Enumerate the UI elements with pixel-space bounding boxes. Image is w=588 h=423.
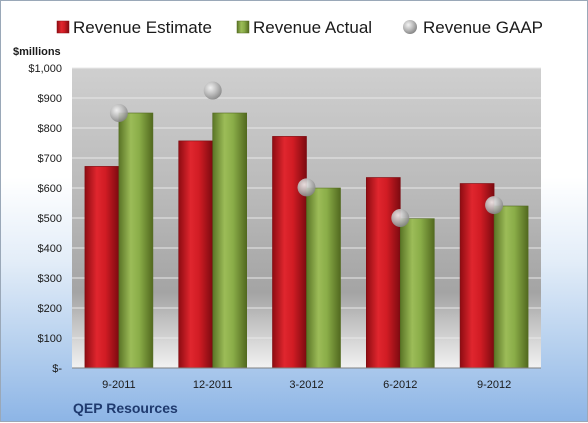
x-axis-ticks: 9-2011 12-2011 3-2012 6-2012 9-2012 (102, 379, 511, 391)
legend-swatch-revenue-estimate (56, 20, 70, 34)
bar-revenue-estimate (84, 166, 120, 369)
marker-revenue-gaap (391, 209, 410, 227)
bar-revenue-estimate (272, 136, 307, 369)
y-tick-label: $1,000 (28, 63, 62, 75)
bar-revenue-actual (399, 218, 435, 369)
bar-revenue-estimate (178, 140, 213, 369)
x-tick-label: 3-2012 (289, 379, 323, 391)
bar-revenue-estimate (365, 177, 401, 369)
bar-revenue-actual (212, 112, 247, 369)
legend-label-revenue-estimate: Revenue Estimate (73, 18, 212, 37)
x-tick-label: 6-2012 (383, 379, 417, 391)
y-tick-label: $900 (38, 93, 62, 105)
x-tick-label: 12-2011 (193, 379, 233, 391)
marker-revenue-gaap (297, 178, 316, 197)
marker-revenue-gaap (485, 196, 504, 215)
marker-revenue-gaap (203, 81, 222, 100)
y-tick-label: $500 (38, 213, 62, 225)
gaap-markers (109, 81, 504, 227)
bars (84, 112, 529, 369)
bar-revenue-estimate (459, 183, 495, 369)
marker-revenue-gaap (109, 104, 128, 122)
y-tick-label: $200 (38, 303, 62, 315)
y-tick-label: $700 (38, 153, 62, 165)
legend-marker-revenue-gaap (403, 20, 417, 34)
x-tick-label: 9-2011 (102, 379, 135, 391)
company-name: QEP Resources (73, 400, 178, 416)
bar-revenue-actual (493, 205, 529, 369)
bar-revenue-actual (118, 112, 154, 369)
legend-label-revenue-gaap: Revenue GAAP (423, 18, 543, 37)
y-tick-label: $100 (38, 333, 62, 345)
y-tick-label: $800 (38, 123, 62, 135)
y-axis-ticks: $- $100 $200 $300 $400 $500 $600 $700 $800 $900 $1… (28, 63, 62, 375)
x-tick-label: 9-2012 (477, 379, 511, 391)
y-tick-label: $- (52, 363, 62, 375)
legend-swatch-revenue-actual (236, 20, 250, 34)
y-tick-label: $400 (38, 243, 62, 255)
legend: Revenue Estimate Revenue Actual Revenue … (56, 18, 543, 37)
y-tick-label: $600 (38, 183, 62, 195)
bar-revenue-actual (306, 187, 341, 369)
y-axis-label: $millions (13, 46, 61, 58)
legend-label-revenue-actual: Revenue Actual (253, 18, 372, 37)
y-tick-label: $300 (38, 273, 62, 285)
